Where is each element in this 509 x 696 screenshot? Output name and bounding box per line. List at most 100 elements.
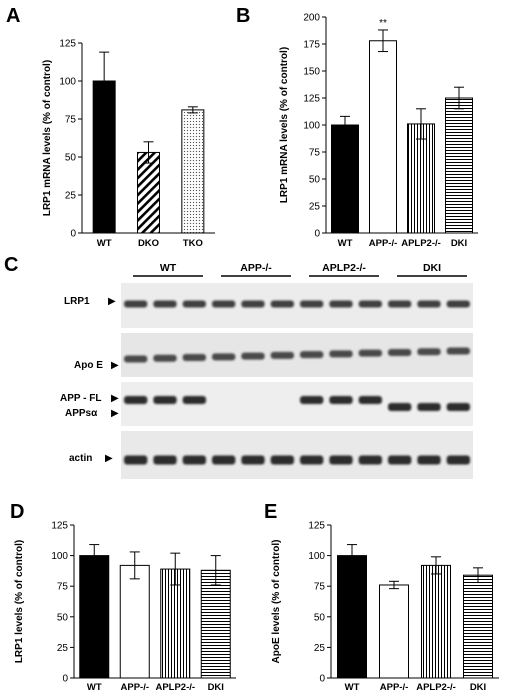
blot-group-app: APP-/- <box>221 262 291 277</box>
blot-band-row0-lane12 <box>446 300 470 308</box>
blot-band-row1-lane8 <box>329 350 353 358</box>
y-tick-label-b-150: 150 <box>303 67 320 78</box>
blot-label-appsalpha: APPsα <box>65 408 98 419</box>
blot-bands-app <box>124 396 470 411</box>
blot-band-row3-lane3 <box>182 455 206 465</box>
category-label-b-aplp2: APLP2-/- <box>401 238 441 249</box>
y-tick-label-e-25: 25 <box>314 643 326 654</box>
blot-band-row0-lane8 <box>329 300 353 308</box>
error-bar-d-app <box>129 551 140 580</box>
chart-e: 0 25 50 75 100 125 ApoE levels (% of control) W… <box>271 521 499 693</box>
blot-band-row2-lane9 <box>358 396 382 404</box>
blot-band-row2-lane12 <box>446 403 470 411</box>
error-bar-d-dki <box>210 555 221 586</box>
blot-group-aplp2: APLP2-/- <box>309 262 379 277</box>
y-axis-label-b: LRP1 mRNA levels (% of control) <box>279 47 290 203</box>
panel-letter-a: A <box>6 5 20 27</box>
blot-band-row2-lane11 <box>417 403 441 411</box>
error-bar-e-aplp2 <box>431 556 441 575</box>
blot-band-row0-lane2 <box>153 300 177 308</box>
y-tick-label-a-100: 100 <box>59 77 76 88</box>
y-tick-label-e-100: 100 <box>308 551 325 562</box>
panel-letter-e: E <box>264 501 277 523</box>
blot-strip-actin <box>121 431 473 479</box>
category-label-b-wt: WT <box>338 238 353 249</box>
blot-band-row0-lane6 <box>270 300 294 308</box>
y-tick-label-e-125: 125 <box>308 521 325 532</box>
blot-marker-actin: ▶ <box>105 453 113 464</box>
bar-b-dki <box>445 97 473 234</box>
blot-bands-lrp1 <box>124 300 470 308</box>
bar-a-dko <box>137 151 160 234</box>
blot-band-row1-lane7 <box>300 351 324 359</box>
blot-band-row2-lane2 <box>153 396 177 404</box>
blot-label-app-fl: APP - FL <box>60 393 101 404</box>
category-label-a-wt: WT <box>97 238 112 249</box>
panel-letter-b: B <box>236 5 250 27</box>
blot-band-row3-lane12 <box>446 455 470 465</box>
blot-band-row3-lane2 <box>153 455 177 465</box>
bar-b-app <box>369 40 397 234</box>
blot-group-headers: WT APP-/- APLP2-/- DKI <box>133 262 467 277</box>
error-bar-b-app <box>378 29 388 53</box>
blot-band-row0-lane11 <box>417 300 441 308</box>
y-tick-label-b-0: 0 <box>314 229 320 240</box>
bar-b-wt <box>331 124 359 234</box>
blot-band-row1-lane11 <box>417 348 441 356</box>
blot-label-actin: actin <box>69 453 92 464</box>
category-label-e-aplp2: APLP2-/- <box>416 682 456 693</box>
bar-e-aplp2 <box>421 564 451 679</box>
y-tick-label-b-100: 100 <box>303 121 320 132</box>
y-tick-label-d-125: 125 <box>51 521 68 532</box>
blot-marker-app-fl: ▶ <box>111 393 119 404</box>
error-bar-b-dki <box>454 86 464 110</box>
bar-a-tko <box>181 109 205 234</box>
error-bar-b-wt <box>340 115 350 135</box>
bar-d-app <box>119 564 150 679</box>
bar-e-dki <box>463 574 493 679</box>
blot-band-row3-lane10 <box>388 455 412 465</box>
category-label-e-dki: DKI <box>470 682 486 693</box>
blot-band-row1-lane6 <box>270 351 294 359</box>
blot-band-row1-lane10 <box>388 348 412 356</box>
y-axis-label-a: LRP1 mRNA levels (% of control) <box>42 60 53 216</box>
blot-band-row0-lane10 <box>388 300 412 308</box>
blot-band-row3-lane4 <box>212 455 236 465</box>
blot-band-row0-lane9 <box>358 300 382 308</box>
error-bar-d-wt <box>89 544 100 568</box>
y-tick-label-d-75: 75 <box>57 582 69 593</box>
blot-group-label-wt: WT <box>160 262 177 274</box>
blot-band-row0-lane5 <box>241 300 265 308</box>
y-tick-label-a-75: 75 <box>65 115 77 126</box>
significance-b-app: ** <box>379 18 387 29</box>
y-tick-label-b-50: 50 <box>309 175 321 186</box>
bar-e-wt <box>337 555 367 679</box>
y-tick-label-d-100: 100 <box>51 551 68 562</box>
panel-letter-d: D <box>10 501 24 523</box>
bar-b-aplp2 <box>407 123 435 234</box>
category-label-e-wt: WT <box>345 682 360 693</box>
blot-marker-lrp1: ▶ <box>108 296 116 307</box>
blot-band-row0-lane4 <box>212 300 236 308</box>
bar-e-app <box>379 584 409 679</box>
blot-group-dki: DKI <box>397 262 467 277</box>
blot-band-row1-lane3 <box>182 354 206 362</box>
blot-strip-lrp1 <box>121 283 473 328</box>
blot-strip-apoe <box>121 333 473 377</box>
blot-band-row3-lane7 <box>300 455 324 465</box>
bar-d-dki <box>200 569 231 679</box>
blot-marker-appsalpha: ▶ <box>111 408 119 419</box>
y-tick-label-a-50: 50 <box>65 153 77 164</box>
western-blot: WT APP-/- APLP2-/- DKI LRP1 ▶ Apo E ▶ APP -… <box>60 262 473 479</box>
y-tick-label-b-125: 125 <box>303 94 320 105</box>
blot-row-apoe: Apo E ▶ <box>74 333 473 377</box>
blot-band-row2-lane10 <box>388 403 412 411</box>
error-bar-e-dki <box>473 567 483 584</box>
blot-band-row1-lane9 <box>358 349 382 357</box>
category-label-e-app: APP-/- <box>380 682 409 693</box>
blot-bands-apoe <box>124 347 470 363</box>
blot-group-label-app: APP-/- <box>240 262 272 274</box>
y-axis-label-e: ApoE levels (% of control) <box>271 540 282 664</box>
y-axis-label-d: LRP1 levels (% of control) <box>14 540 25 663</box>
